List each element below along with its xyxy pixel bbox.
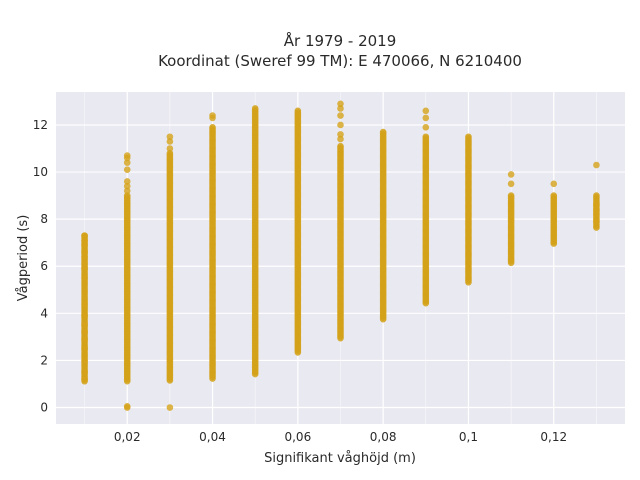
- y-tick-label: 12: [33, 118, 48, 132]
- data-point: [81, 328, 88, 336]
- data-column: [294, 107, 302, 356]
- data-point: [81, 232, 88, 239]
- data-point: [422, 114, 430, 122]
- data-column: [251, 105, 259, 378]
- data-column: [379, 128, 387, 323]
- chart-title-line-1: År 1979 - 2019: [284, 31, 397, 50]
- data-point: [507, 171, 515, 178]
- data-point: [123, 178, 131, 185]
- data-point: [81, 357, 88, 364]
- x-tick-label: 0,1: [459, 430, 478, 444]
- data-points: [81, 100, 600, 411]
- chart-title-line-2: Koordinat (Sweref 99 TM): E 470066, N 62…: [158, 52, 522, 70]
- data-point: [593, 201, 600, 209]
- data-point: [337, 121, 344, 129]
- data-point: [123, 166, 131, 174]
- data-point: [81, 312, 88, 319]
- data-point: [81, 335, 88, 343]
- data-point: [166, 404, 174, 411]
- data-point: [81, 368, 88, 376]
- data-point: [422, 299, 430, 307]
- x-tick-label: 0,04: [199, 430, 226, 444]
- data-point: [593, 224, 600, 231]
- data-point: [337, 135, 344, 143]
- data-point: [81, 300, 88, 308]
- data-point: [123, 403, 131, 410]
- data-point: [166, 377, 174, 384]
- data-point: [81, 253, 88, 261]
- y-tick-label: 2: [40, 353, 48, 367]
- data-column: [593, 161, 600, 231]
- data-point: [465, 279, 472, 286]
- data-point: [123, 187, 131, 195]
- data-point: [593, 211, 600, 218]
- data-point: [422, 124, 430, 131]
- y-tick-label: 10: [33, 165, 48, 179]
- data-point: [81, 237, 88, 244]
- data-point: [81, 265, 88, 272]
- data-point: [251, 370, 259, 378]
- data-point: [550, 240, 558, 247]
- data-point: [209, 375, 216, 382]
- data-point: [337, 112, 344, 119]
- data-column: [550, 180, 558, 247]
- data-point: [81, 274, 88, 282]
- y-tick-label: 6: [40, 259, 48, 273]
- data-point: [81, 248, 88, 256]
- data-point: [123, 182, 131, 190]
- data-point: [337, 131, 344, 138]
- data-column: [507, 171, 515, 267]
- data-point: [507, 259, 515, 267]
- data-point: [507, 180, 515, 188]
- y-tick-label: 8: [40, 212, 48, 226]
- data-point: [81, 345, 88, 352]
- x-tick-label: 0,12: [540, 430, 567, 444]
- data-point: [379, 315, 387, 323]
- data-column: [81, 232, 88, 385]
- data-column: [465, 133, 472, 286]
- data-point: [166, 138, 174, 145]
- data-point: [422, 107, 430, 115]
- x-tick-label: 0,08: [370, 430, 397, 444]
- data-point: [593, 218, 600, 225]
- y-axis-title: Vågperiod (s): [16, 215, 31, 302]
- data-point: [81, 375, 88, 383]
- data-column: [422, 107, 430, 307]
- data-point: [123, 159, 131, 166]
- data-point: [550, 180, 558, 188]
- x-tick-label: 0,02: [114, 430, 141, 444]
- data-point: [337, 334, 344, 342]
- x-axis-title: Signifikant våghöjd (m): [264, 451, 416, 466]
- data-column: [166, 133, 174, 411]
- data-column: [209, 112, 216, 382]
- data-point: [593, 161, 600, 169]
- data-point: [294, 349, 302, 356]
- data-point: [593, 206, 600, 214]
- data-point: [166, 133, 174, 141]
- data-point: [209, 112, 216, 119]
- data-point: [81, 260, 88, 268]
- data-point: [166, 145, 174, 152]
- data-point: [81, 241, 88, 249]
- data-point: [123, 377, 131, 385]
- x-tick-label: 0,06: [284, 430, 311, 444]
- data-column: [337, 100, 344, 342]
- y-tick-label: 4: [40, 306, 48, 320]
- data-point: [81, 321, 88, 329]
- data-column: [123, 152, 131, 411]
- y-tick-label: 0: [40, 401, 48, 415]
- data-point: [123, 152, 131, 159]
- data-point: [337, 105, 344, 112]
- tick-labels: 0,02 0,04 0,06 0,08 0,1 0,12 0 2 4 6 8 10 12: [33, 118, 567, 444]
- data-point: [337, 100, 344, 108]
